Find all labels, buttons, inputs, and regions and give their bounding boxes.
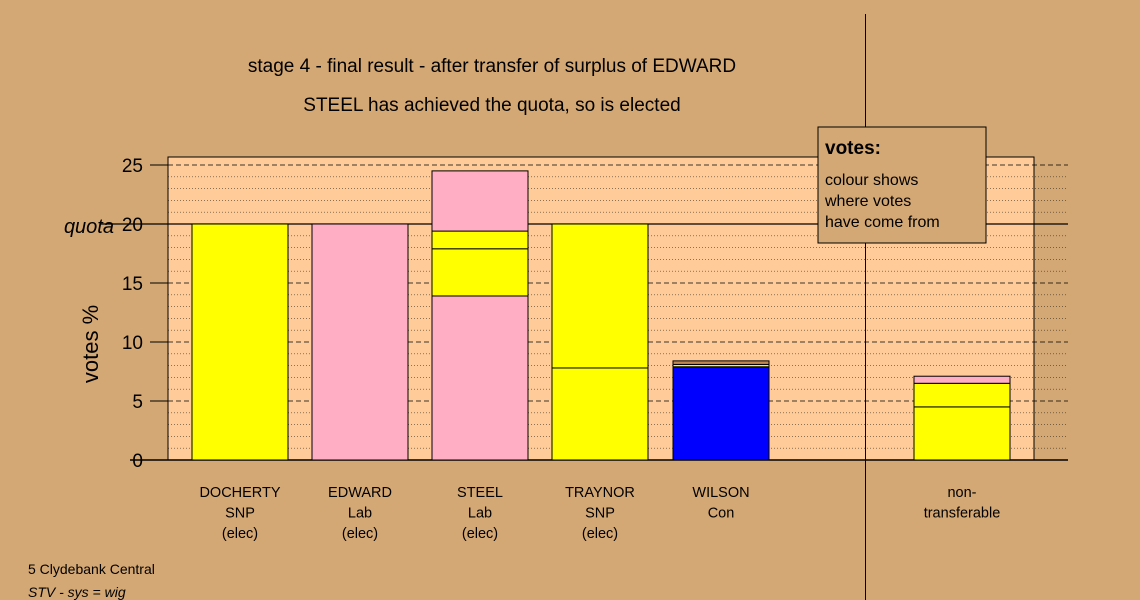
y-tick-label: 25 bbox=[122, 156, 143, 177]
category-label: (elec) bbox=[462, 526, 498, 542]
legend-line: colour shows bbox=[825, 172, 918, 189]
category-label: SNP bbox=[225, 506, 255, 522]
y-axis-label: votes % bbox=[78, 305, 103, 383]
bar-segment bbox=[191, 223, 289, 461]
y-tick-label: 5 bbox=[132, 392, 143, 413]
category-label: Con bbox=[708, 506, 735, 522]
bar-segment bbox=[913, 375, 1011, 384]
bar-segment bbox=[311, 223, 409, 461]
category-label: DOCHERTY bbox=[199, 485, 280, 501]
bar-segment bbox=[431, 170, 529, 232]
legend-title: votes: bbox=[825, 138, 881, 159]
category-label: SNP bbox=[585, 506, 615, 522]
category-label: (elec) bbox=[342, 526, 378, 542]
category-label: Lab bbox=[348, 506, 372, 522]
y-tick-label: 20 bbox=[122, 215, 143, 236]
bar-segment bbox=[672, 360, 770, 365]
category-label: STEEL bbox=[457, 485, 503, 501]
footer-system: STV - sys = wig bbox=[28, 584, 126, 600]
bars bbox=[191, 170, 1011, 461]
bar-segment bbox=[913, 406, 1011, 461]
y-axis: 0 5 10 15 20 25 bbox=[122, 156, 168, 472]
quota-label: quota bbox=[64, 216, 114, 238]
bar-segment bbox=[672, 366, 770, 461]
x-axis-labels: DOCHERTY SNP (elec) EDWARD Lab (elec) STEEL Lab… bbox=[199, 485, 1000, 542]
legend-line: where votes bbox=[824, 193, 911, 210]
legend-line: have come from bbox=[825, 214, 940, 231]
y-tick-label: 10 bbox=[122, 333, 143, 354]
category-label: (elec) bbox=[582, 526, 618, 542]
category-label: TRAYNOR bbox=[565, 485, 635, 501]
y-tick-label: 15 bbox=[122, 274, 143, 295]
chart-subtitle: STEEL has achieved the quota, so is elec… bbox=[303, 95, 680, 116]
legend: votes: colour shows where votes have com… bbox=[817, 126, 987, 244]
category-label: EDWARD bbox=[328, 485, 392, 501]
bar-segment bbox=[551, 367, 649, 461]
footer-ward: 5 Clydebank Central bbox=[28, 561, 155, 577]
legend-box bbox=[817, 126, 987, 244]
category-label: (elec) bbox=[222, 526, 258, 542]
bar-segment bbox=[431, 230, 529, 250]
bar-segment bbox=[913, 382, 1011, 408]
category-label: non- bbox=[947, 485, 976, 501]
bar-segment bbox=[431, 248, 529, 297]
category-label: Lab bbox=[468, 506, 492, 522]
category-label: WILSON bbox=[692, 485, 749, 501]
bar-segment bbox=[551, 223, 649, 369]
chart-title: stage 4 - final result - after transfer … bbox=[248, 56, 736, 77]
category-label: transferable bbox=[924, 506, 1001, 522]
y-tick-label: 0 bbox=[132, 451, 143, 472]
bar-segment bbox=[431, 295, 529, 461]
